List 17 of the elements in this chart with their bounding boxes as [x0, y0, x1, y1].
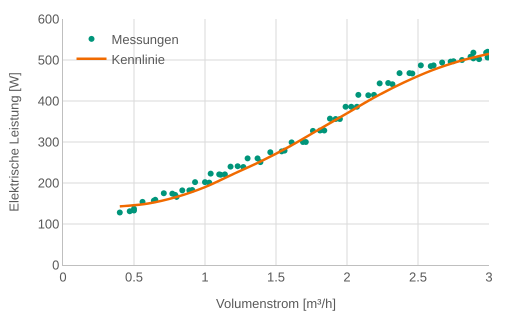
x-axis-title: Volumenstrom [m³/h] — [216, 296, 336, 312]
y-tick-label: 0 — [52, 258, 60, 273]
y-tick-label: 400 — [38, 94, 60, 109]
x-tick-label: 3 — [485, 270, 493, 285]
x-tick-label: 1.5 — [266, 270, 286, 285]
x-tick-label: 2 — [343, 270, 351, 285]
y-tick-label: 600 — [38, 12, 60, 27]
x-tick-label: 2.5 — [408, 270, 428, 285]
legend-label: Messungen — [112, 32, 179, 47]
x-tick-label: 1 — [201, 270, 209, 285]
y-tick-label: 500 — [38, 52, 60, 68]
y-tick-label: 300 — [38, 134, 60, 150]
legend-label: Kennlinie — [112, 52, 166, 67]
y-tick-label: 200 — [38, 176, 60, 191]
y-axis-title: Elektrische Leistung [W] — [6, 72, 22, 212]
x-tick-label: 0.5 — [124, 270, 144, 285]
y-tick-label: 100 — [38, 216, 60, 232]
